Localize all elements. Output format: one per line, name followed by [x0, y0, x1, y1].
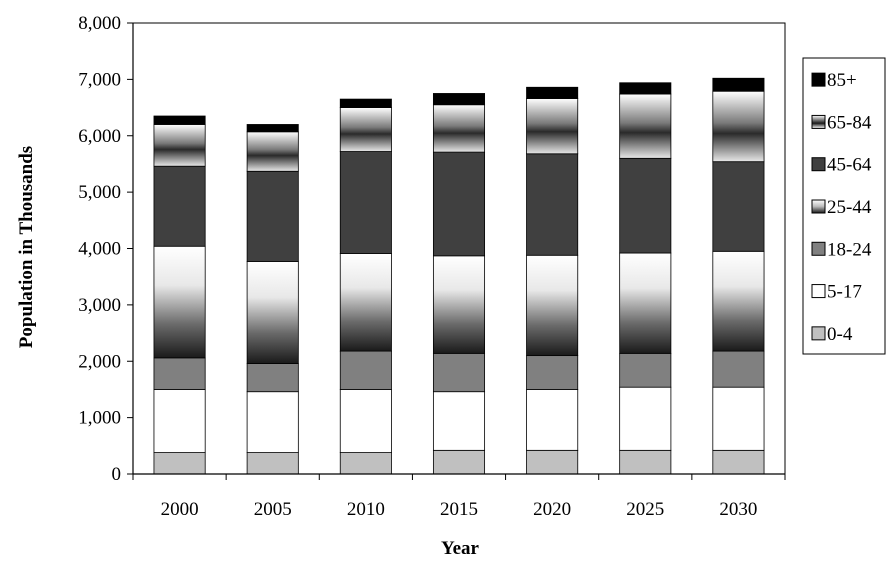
bar-18-24-2025: [619, 352, 672, 388]
bar-45-64-2025: [619, 157, 672, 254]
bar-85plus-2030: [712, 77, 765, 92]
bar-85plus-2005: [246, 124, 299, 133]
bar-45-64-2000: [153, 165, 206, 247]
legend-swatch-0-4: [811, 326, 826, 341]
bar-18-24-2010: [339, 350, 392, 390]
legend-label-45-64: 45-64: [827, 155, 872, 176]
x-tick-label: 2000: [161, 499, 199, 520]
bar-45-64-2015: [432, 151, 486, 257]
bar-25-44-2005: [246, 261, 299, 364]
bar-25-44-2030: [712, 250, 765, 352]
bar-18-24-2000: [153, 357, 206, 390]
legend-swatch-85plus: [811, 72, 826, 87]
legend: 85+ 65-84 45-64 25-44 18-24 5-17 0-4: [802, 57, 886, 355]
bar-0-4-2025: [619, 449, 672, 475]
x-tick-label: 2020: [533, 499, 571, 520]
bar-65-84-2025: [619, 93, 672, 159]
x-tick-label: 2015: [440, 499, 478, 520]
legend-swatch-5-17: [811, 284, 826, 299]
legend-label-5-17: 5-17: [827, 282, 862, 303]
x-axis-ticks: 2000 2005 2010 2015 2020 2025 2030: [132, 474, 786, 520]
y-axis-ticks: 0 1,000 2,000 3,000 4,000 5,000 6,000 7,000 8,00…: [78, 13, 133, 485]
bar-0-4-2005: [246, 452, 299, 475]
x-axis-title: Year: [441, 538, 480, 559]
y-tick-label: 2,000: [78, 351, 121, 372]
bar-5-17-2005: [246, 391, 299, 453]
bar-5-17-2025: [619, 386, 672, 451]
bar-85plus-2000: [153, 115, 206, 125]
bar-0-4-2000: [153, 452, 206, 475]
legend-label-25-44: 25-44: [827, 197, 872, 218]
bars: [153, 77, 765, 475]
bar-45-64-2010: [339, 151, 392, 254]
bar-85plus-2010: [339, 98, 392, 108]
legend-label-65-84: 65-84: [827, 112, 872, 133]
y-tick-label: 3,000: [78, 295, 121, 316]
y-tick-label: 5,000: [78, 182, 121, 203]
y-tick-label: 7,000: [78, 69, 121, 90]
bar-45-64-2030: [712, 161, 765, 252]
bar-18-24-2020: [526, 355, 579, 390]
bar-0-4-2030: [712, 449, 765, 475]
legend-label-85plus: 85+: [827, 70, 857, 91]
legend-swatch-45-64: [811, 157, 826, 172]
bar-0-4-2020: [526, 449, 579, 475]
bar-45-64-2020: [526, 153, 579, 256]
bar-25-44-2015: [432, 255, 486, 354]
bar-25-44-2020: [526, 254, 579, 357]
y-tick-label: 6,000: [78, 126, 121, 147]
legend-swatch-25-44: [811, 199, 826, 214]
bar-5-17-2000: [153, 389, 206, 453]
bar-0-4-2010: [339, 452, 392, 475]
bar-85plus-2025: [619, 82, 672, 95]
bar-65-84-2015: [432, 104, 486, 153]
bar-18-24-2015: [432, 352, 486, 393]
x-tick-label: 2025: [626, 499, 664, 520]
bar-5-17-2020: [526, 389, 579, 451]
bar-18-24-2030: [712, 350, 765, 388]
x-tick-label: 2030: [719, 499, 757, 520]
legend-swatch-18-24: [811, 241, 826, 256]
bar-85plus-2015: [432, 93, 486, 106]
bar-65-84-2005: [246, 131, 299, 172]
bar-25-44-2010: [339, 253, 392, 352]
bar-65-84-2020: [526, 98, 579, 155]
bar-25-44-2025: [619, 252, 672, 354]
y-tick-label: 1,000: [78, 408, 121, 429]
bar-85plus-2020: [526, 86, 579, 99]
legend-label-18-24: 18-24: [827, 239, 872, 260]
bar-5-17-2010: [339, 389, 392, 453]
x-tick-label: 2010: [347, 499, 385, 520]
y-tick-label: 4,000: [78, 239, 121, 260]
bar-5-17-2030: [712, 386, 765, 451]
bar-5-17-2015: [432, 391, 486, 451]
legend-swatch-65-84: [811, 114, 826, 129]
bar-65-84-2000: [153, 124, 206, 167]
y-axis-title: Population in Thousands: [16, 146, 37, 348]
bar-65-84-2010: [339, 107, 392, 152]
bar-0-4-2015: [432, 449, 486, 475]
x-tick-label: 2005: [254, 499, 292, 520]
bar-18-24-2005: [246, 363, 299, 393]
y-tick-label: 0: [112, 464, 122, 485]
legend-label-0-4: 0-4: [827, 324, 853, 345]
bar-25-44-2000: [153, 245, 206, 359]
bar-45-64-2005: [246, 170, 299, 262]
y-tick-label: 8,000: [78, 13, 121, 34]
bar-65-84-2030: [712, 90, 765, 163]
